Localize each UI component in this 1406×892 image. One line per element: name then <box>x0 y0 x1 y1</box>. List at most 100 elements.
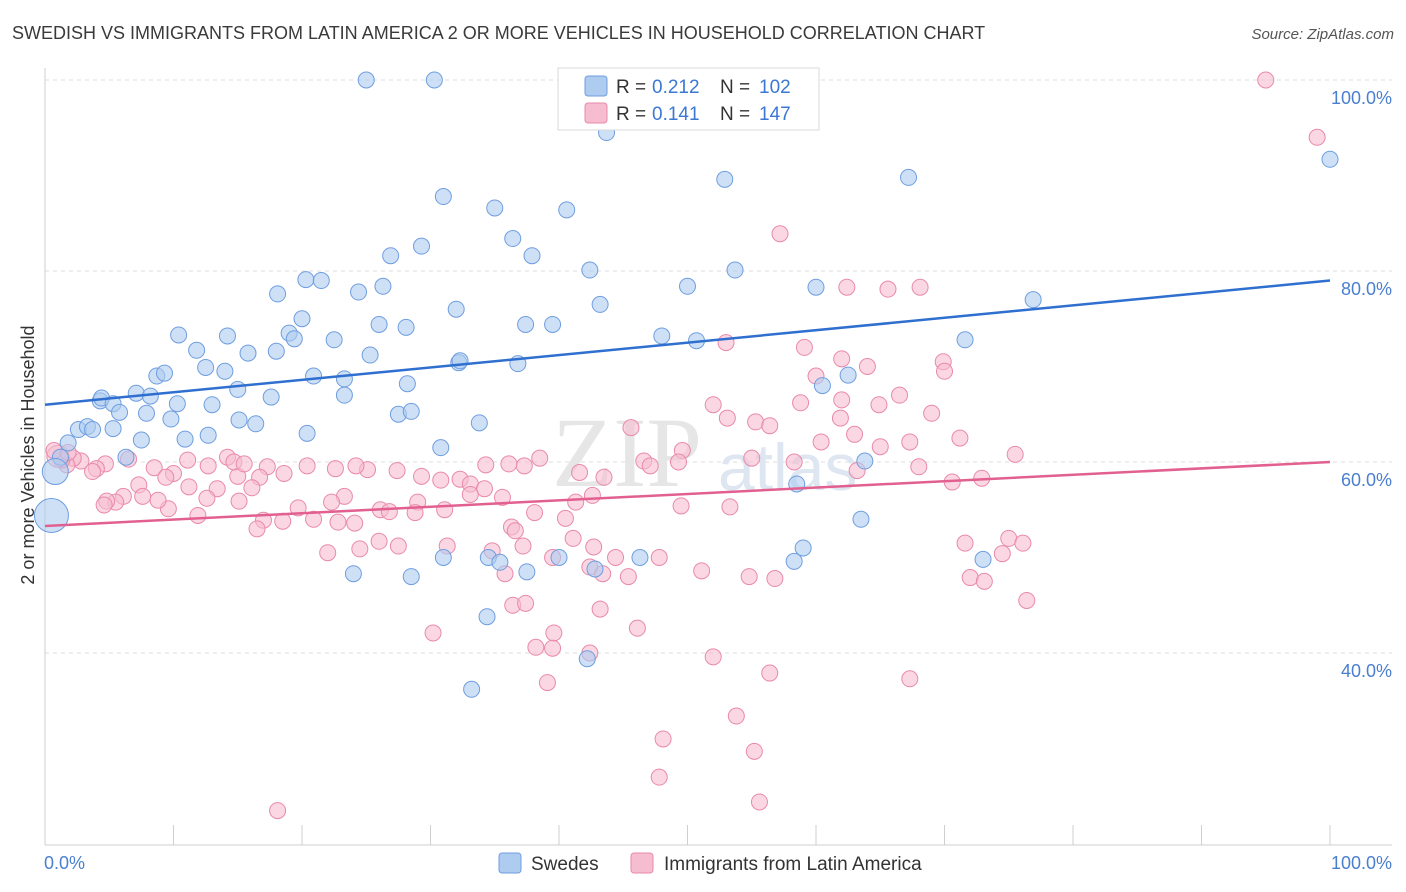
swedes-point <box>578 650 596 668</box>
swedes-point <box>312 272 330 290</box>
latin-america-point <box>951 429 969 447</box>
latin-america-point <box>1018 591 1036 609</box>
swedes-point <box>785 552 803 570</box>
latin-america-point <box>275 464 293 482</box>
swedes-point <box>856 452 874 470</box>
swedes-point <box>203 396 221 414</box>
swedes-point <box>900 168 918 186</box>
swedes-point <box>357 71 375 89</box>
legend-r-value-2: 0.141 <box>652 104 700 125</box>
latin-america-point <box>750 793 768 811</box>
latin-america-point <box>351 540 369 558</box>
swedes-point <box>269 285 287 303</box>
swedes-point <box>794 539 812 557</box>
swedes-point <box>117 448 135 466</box>
latin-america-point <box>149 491 167 509</box>
latin-america-point <box>704 396 722 414</box>
latin-america-point <box>347 457 365 475</box>
swedes-point <box>398 375 416 393</box>
y-axis-label: 2 or more Vehicles in Household <box>18 325 38 584</box>
latin-america-point <box>432 471 450 489</box>
swedes-point <box>344 565 362 583</box>
swedes-point <box>370 315 388 333</box>
latin-america-point <box>346 514 364 532</box>
latin-america-point <box>740 568 758 586</box>
swedes-point <box>653 327 671 345</box>
swedes-trend-line <box>44 279 1331 406</box>
latin-america-point <box>936 362 953 380</box>
swedes-point <box>631 549 649 566</box>
latin-america-trend-line <box>44 460 1331 528</box>
swedes-point <box>432 439 450 457</box>
swedes-point <box>504 230 522 248</box>
latin-america-point <box>901 433 919 451</box>
latin-america-point <box>911 278 929 296</box>
swedes-point <box>335 386 353 404</box>
latin-america-point <box>1000 529 1018 547</box>
swedes-point <box>138 404 156 422</box>
latin-america-point <box>531 449 549 467</box>
swedes-point <box>852 510 870 528</box>
latin-america-point <box>269 802 287 820</box>
legend-r-value-1: 0.212 <box>652 77 700 98</box>
latin-america-point <box>718 409 736 427</box>
latin-america-point <box>526 504 544 522</box>
latin-america-point <box>670 453 688 471</box>
latin-america-point <box>84 463 102 481</box>
latin-america-point <box>157 468 175 486</box>
latin-america-point <box>717 334 735 352</box>
trend-lines <box>44 279 1331 528</box>
swedes-point <box>33 497 69 533</box>
latin-america-point <box>567 493 585 511</box>
swedes-point <box>127 384 145 402</box>
latin-america-point <box>248 520 266 538</box>
swedes-point <box>361 346 379 364</box>
swedes-point <box>974 550 992 568</box>
legend-bottom-swatch-latin-america <box>630 852 654 874</box>
latin-america-point <box>785 453 803 471</box>
latin-america-point <box>326 460 344 478</box>
swedes-point <box>558 201 576 219</box>
latin-america-point <box>1308 128 1326 146</box>
swedes-point <box>517 315 535 333</box>
swedes-point <box>156 364 174 382</box>
swedes-point <box>262 388 280 406</box>
legend-n-value-2: 147 <box>759 104 791 125</box>
chart-source: Source: ZipAtlas.com <box>1251 26 1394 43</box>
legend-n-label-2: N = <box>720 104 750 125</box>
latin-america-point <box>833 391 851 409</box>
swedes-point <box>586 560 604 578</box>
latin-america-point <box>370 532 388 550</box>
swedes-point <box>247 415 265 433</box>
swedes-point <box>218 327 236 345</box>
latin-america-point <box>134 487 152 505</box>
latin-america-point <box>879 280 897 298</box>
latin-america-point <box>650 549 668 566</box>
latin-america-point <box>1014 534 1032 552</box>
latin-america-point <box>591 600 609 618</box>
latin-america-point <box>564 529 582 547</box>
swedes-point <box>350 283 368 301</box>
latin-america-point <box>891 386 909 404</box>
latin-america-point <box>517 594 535 612</box>
swedes-point <box>111 403 129 421</box>
latin-america-point <box>500 455 518 473</box>
swedes-point <box>230 411 248 429</box>
latin-america-point <box>583 486 601 504</box>
latin-america-point <box>198 489 216 507</box>
x-tick-label-min: 0.0% <box>44 853 85 873</box>
latin-america-point <box>961 569 979 587</box>
swedes-point <box>176 430 194 448</box>
latin-america-point <box>475 480 493 498</box>
latin-america-point <box>515 457 533 475</box>
swedes-point <box>581 261 599 279</box>
y-tick-label: 100.0% <box>1331 88 1392 108</box>
latin-america-point <box>761 664 779 682</box>
y-tick-label: 80.0% <box>1341 279 1392 299</box>
swedes-point <box>839 366 857 384</box>
swedes-point <box>84 421 102 439</box>
swedes-point <box>199 426 217 444</box>
latin-america-point <box>871 438 889 456</box>
latin-america-point <box>189 506 207 524</box>
swedes-point <box>518 563 536 581</box>
